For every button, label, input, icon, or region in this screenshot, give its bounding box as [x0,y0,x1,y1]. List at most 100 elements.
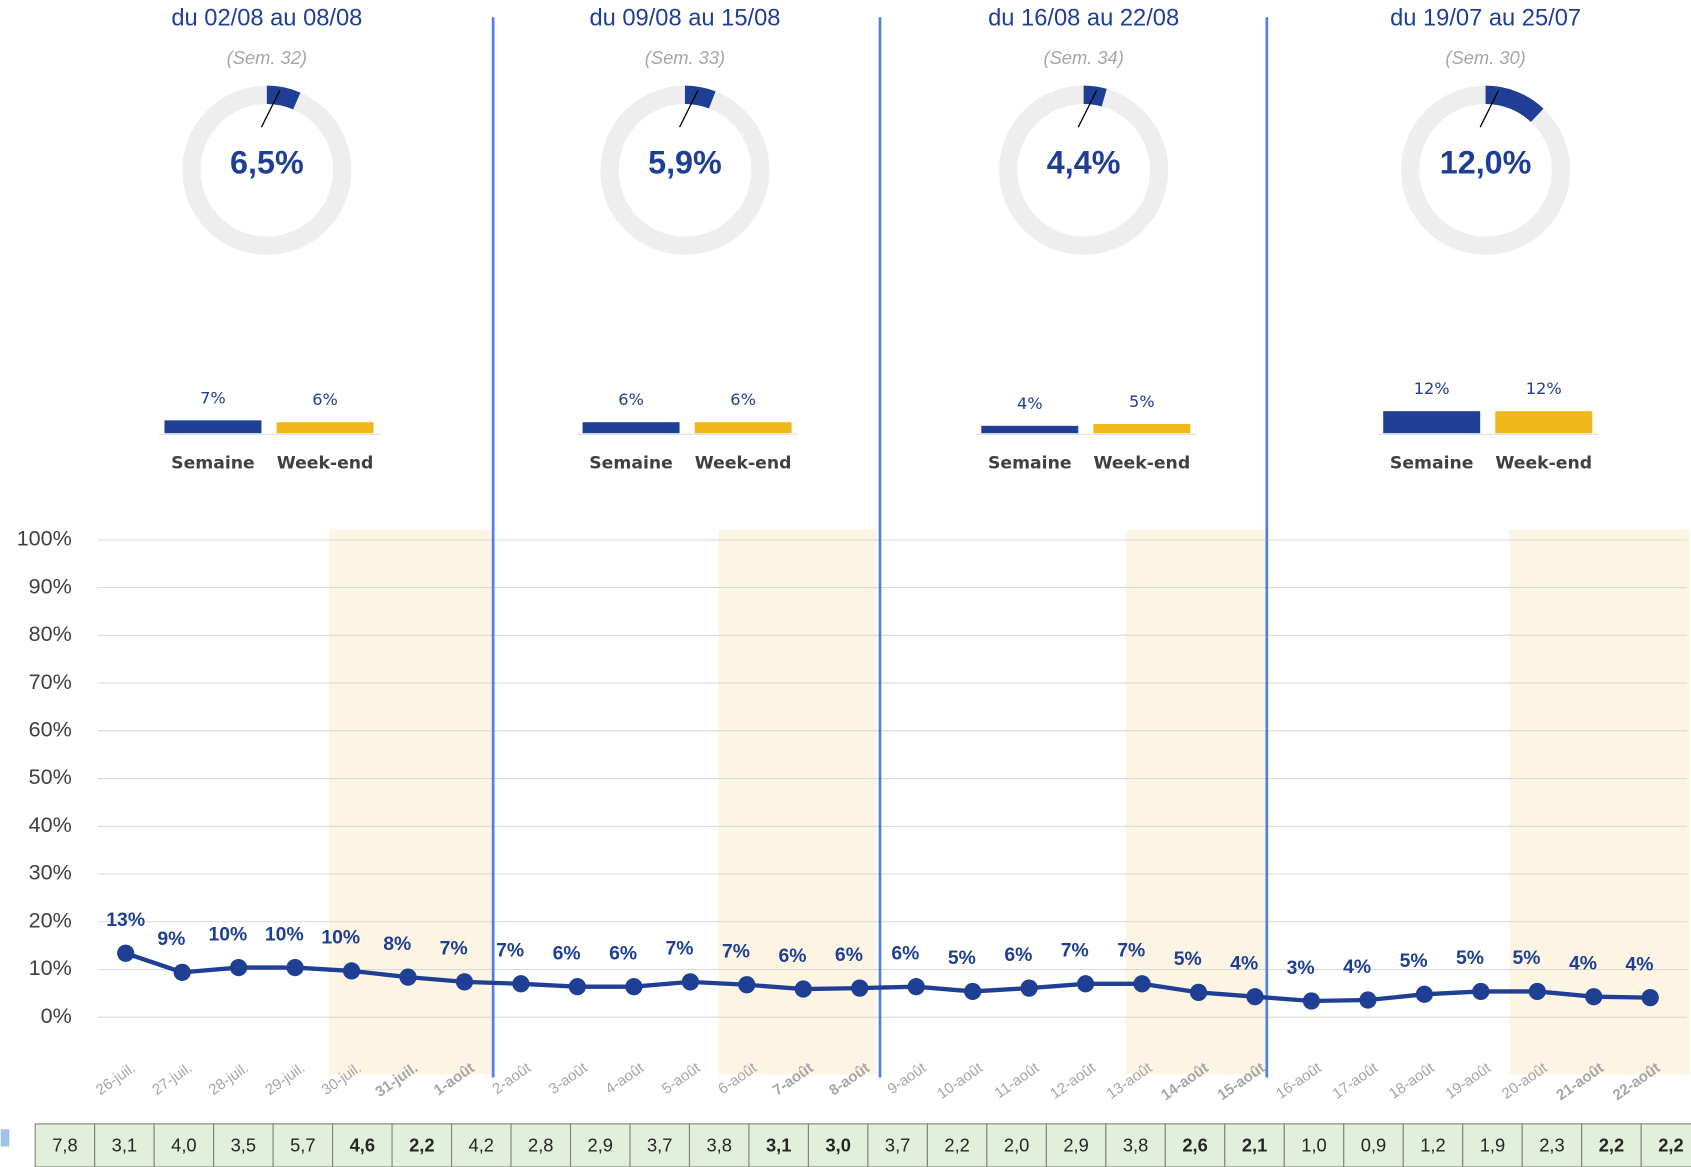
bar-category: Semaine [1390,453,1474,473]
table-value: 2,0 [1004,1134,1029,1155]
bar-category: Semaine [589,453,673,473]
data-label: 10% [208,923,247,945]
point [681,973,699,991]
y-tick-label: 20% [29,907,72,932]
bar-category: Week-end [695,453,792,473]
point [1472,982,1490,1001]
gauge-value: 4,4% [1047,144,1121,180]
bar [1093,424,1191,434]
data-label: 3% [1287,957,1315,979]
data-label: 13% [106,909,145,931]
data-label: 7% [722,941,750,963]
point [512,975,530,993]
point [1359,991,1377,1009]
point [907,978,925,996]
panel-title: du 16/08 au 22/08 [988,6,1179,32]
table-value: 0,9 [1361,1134,1386,1155]
bar-value-label: 12% [1414,379,1450,398]
table-cell [1581,1123,1642,1167]
data-label: 5% [1400,950,1428,972]
table-cell [391,1123,453,1167]
table-cell [1402,1123,1464,1167]
data-label: 7% [1117,940,1145,962]
x-tick-label: 17-août [1329,1059,1381,1103]
point [117,944,135,962]
data-label: 6% [891,942,919,964]
table-cell [153,1123,215,1167]
bar [276,422,374,434]
data-label: 4% [1625,953,1653,975]
panel-title: du 19/07 au 25/07 [1390,6,1581,32]
x-tick-label: 26-juil. [93,1059,139,1098]
y-tick-label: 40% [29,812,72,837]
bar-category: Week-end [277,453,374,473]
table-value: 4,2 [469,1134,494,1155]
table-value: 3,0 [825,1134,850,1155]
table-cell [94,1123,155,1167]
bar [1383,411,1481,434]
gauge-leader [1479,90,1500,128]
point [1133,975,1151,993]
table-value: 2,9 [588,1134,613,1155]
table-cell [1283,1123,1345,1167]
point [964,982,982,1001]
x-tick-label: 28-juil. [206,1059,252,1098]
table-value: 2,2 [1599,1134,1624,1155]
point [229,958,248,977]
table-value: 3,1 [112,1134,137,1155]
point [1246,988,1264,1006]
table-cell [807,1123,869,1167]
data-label: 4% [1569,952,1597,974]
panel-title: du 02/08 au 08/08 [171,6,362,32]
table-value: 2,6 [1182,1134,1207,1155]
table-value: 3,1 [766,1134,791,1155]
table-value: 2,2 [409,1134,434,1155]
point [1641,989,1659,1007]
table-value: 1,9 [1480,1134,1505,1155]
data-label: 7% [1061,940,1089,962]
table-cell [1462,1123,1523,1167]
table-value: 7,8 [52,1134,77,1155]
table-value: 3,7 [885,1134,910,1155]
table-value: 2,2 [1658,1134,1683,1155]
point [455,973,474,991]
x-tick-label: 12-août [1047,1059,1099,1103]
point [794,980,812,998]
data-label: 7% [496,940,524,962]
table-value: 3,8 [1123,1134,1148,1155]
data-label: 9% [157,928,185,950]
table-cell [1164,1123,1226,1167]
table-cell [1640,1123,1691,1167]
y-tick-label: 90% [29,573,72,598]
line-series [124,951,1651,1004]
bar-value-label: 5% [1129,392,1155,411]
point [173,963,191,981]
table-cell [332,1123,393,1167]
gauge-arc [1485,85,1544,123]
panel-subtitle: (Sem. 32) [227,47,307,68]
table-value: 2,2 [944,1134,969,1155]
table-value: 2,3 [1539,1134,1564,1155]
table-cell [629,1123,691,1167]
point [568,978,587,996]
bar [582,422,680,434]
table-cell [569,1123,631,1167]
x-tick-label: 18-août [1386,1059,1438,1103]
point [1415,985,1433,1003]
x-tick-label: 10-août [934,1059,986,1103]
point [1585,988,1603,1006]
x-tick-label: 9-août [885,1059,930,1098]
panel-subtitle: (Sem. 30) [1445,47,1525,68]
y-tick-label: 70% [29,669,72,694]
bar-category: Week-end [1495,453,1592,473]
table-cell [1343,1123,1404,1167]
bar-value-label: 6% [618,390,644,409]
point [851,979,869,997]
x-tick-label: 19-août [1442,1059,1494,1103]
gauge-arc [684,85,716,109]
table-value: 2,1 [1242,1134,1267,1155]
bar [981,425,1079,434]
y-tick-label: 0% [41,1003,72,1028]
x-tick-label: 29-juil. [262,1059,308,1098]
